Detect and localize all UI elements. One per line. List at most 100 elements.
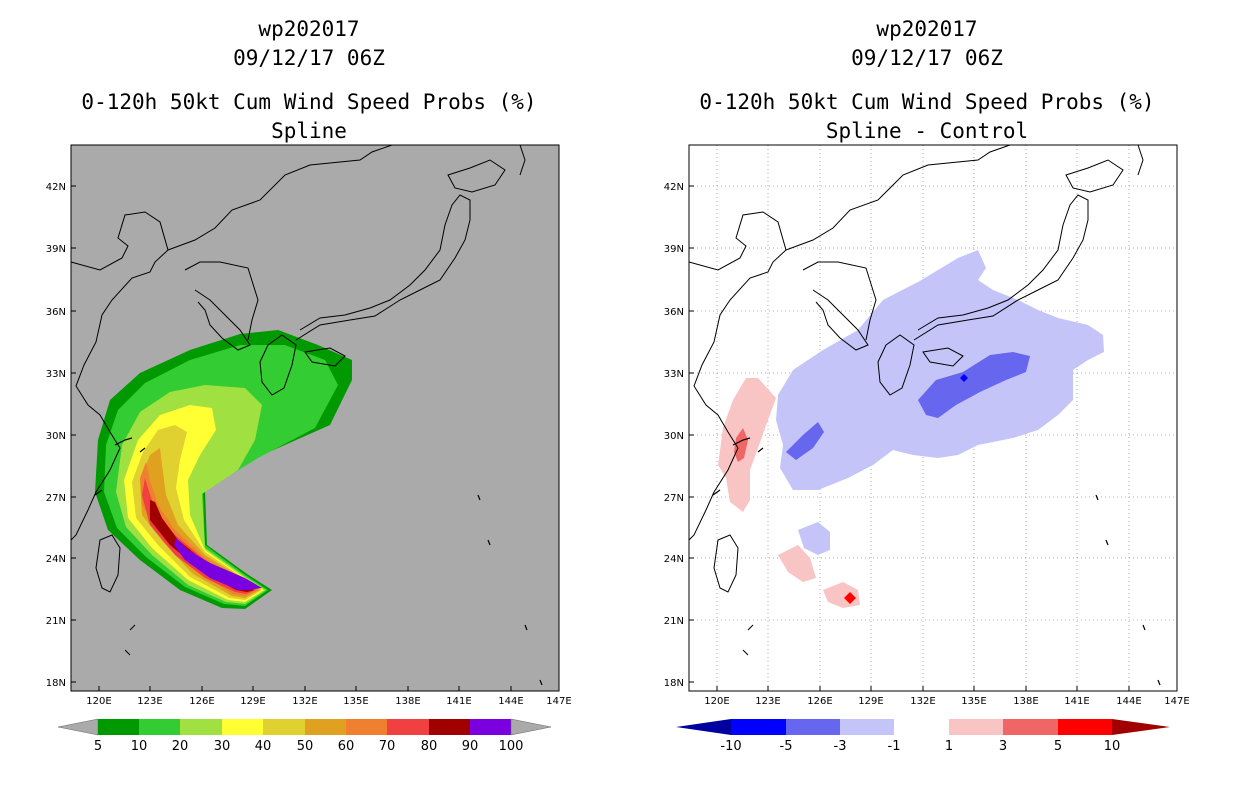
china-coast <box>688 211 787 541</box>
colorbar-swatch <box>1003 719 1058 735</box>
lon-label: 135E <box>961 696 986 707</box>
lat-label: 30N <box>46 431 66 442</box>
lat-label: 21N <box>664 616 684 627</box>
lat-label: 42N <box>46 182 66 193</box>
lat-label: 36N <box>664 307 684 318</box>
lat-label: 27N <box>46 493 66 504</box>
product-title: 0-120h 50kt Cum Wind Speed Probs (%) <box>81 90 537 114</box>
lon-labels: 120E 123E 126E 129E 132E 135E 138E 141E … <box>86 696 571 707</box>
colorbar-swatch <box>429 719 470 735</box>
lat-label: 33N <box>664 369 684 380</box>
colorbar-swatch <box>387 719 429 735</box>
sakhalin <box>1137 144 1144 176</box>
swath-90 <box>174 538 262 590</box>
colorbar-label: 20 <box>172 739 189 754</box>
colorbar-label: -10 <box>720 739 741 754</box>
left-map-svg: 42N 39N 36N 33N 30N 27N 24N 21N 18N 120E… <box>46 144 572 754</box>
colorbar-swatch <box>894 719 949 735</box>
lat-label: 24N <box>664 554 684 565</box>
colorbar-swatch <box>840 719 894 735</box>
diff-neg-5-to-10 <box>960 374 968 382</box>
diff-neg-3-to-5-west <box>786 422 824 460</box>
difference-field <box>718 250 1104 608</box>
lon-label: 138E <box>395 696 420 707</box>
colorbar-label: 80 <box>421 739 438 754</box>
coastlines <box>688 144 1161 686</box>
storm-id: wp202017 <box>258 17 360 41</box>
variant-title: Spline <box>271 119 347 143</box>
diff-neg-3-to-5 <box>918 352 1030 418</box>
storm-id: wp202017 <box>876 17 978 41</box>
diff-neg-1-to-3 <box>776 250 1104 490</box>
lon-label: 129E <box>858 696 883 707</box>
luzon-north <box>742 624 754 656</box>
colorbar-label: -5 <box>780 739 793 754</box>
colorbar-under-arrow <box>57 718 99 736</box>
colorbar <box>676 719 1170 735</box>
colorbar-label: 40 <box>255 739 272 754</box>
colorbar-label: 10 <box>131 739 148 754</box>
lat-label: 36N <box>46 307 66 318</box>
japan-shikoku <box>922 347 964 367</box>
lon-label: 138E <box>1013 696 1038 707</box>
lat-label: 33N <box>46 369 66 380</box>
colorbar-label: 70 <box>379 739 396 754</box>
lon-label: 135E <box>343 696 368 707</box>
lat-label: 39N <box>664 244 684 255</box>
japan-hokkaido <box>447 159 506 193</box>
bonin-islands <box>477 494 543 686</box>
korea-coast <box>194 289 251 351</box>
korea-coast <box>812 289 869 351</box>
diff-pos-1-to-3-south-a <box>778 545 816 582</box>
japan-kyushu <box>877 334 915 396</box>
diff-pos-5-to-10 <box>844 592 856 604</box>
colorbar-label: 90 <box>462 739 479 754</box>
japan-hokkaido <box>1065 159 1124 193</box>
lon-label: 147E <box>1164 696 1189 707</box>
left-panel: wp202017 09/12/17 06Z 0-120h 50kt Cum Wi… <box>46 17 572 754</box>
colorbar-label: 5 <box>1054 739 1062 754</box>
diff-neg-1-to-3-south <box>798 522 830 555</box>
colorbar-over-arrow <box>510 718 552 736</box>
japan-honshu <box>913 194 1089 341</box>
japan-kyushu <box>259 334 297 396</box>
lat-label: 24N <box>46 554 66 565</box>
lon-label: 120E <box>704 696 729 707</box>
colorbar-label: 50 <box>297 739 314 754</box>
lat-label: 21N <box>46 616 66 627</box>
colorbar-swatch <box>949 719 1003 735</box>
korea-north <box>802 261 877 341</box>
init-time: 09/12/17 06Z <box>851 46 1003 70</box>
china-coast <box>70 211 169 541</box>
lat-labels: 42N 39N 36N 33N 30N 27N 24N 21N 18N <box>664 182 684 689</box>
colorbar-label: 5 <box>94 739 102 754</box>
ryukyu-islands <box>94 437 146 496</box>
lon-label: 123E <box>137 696 162 707</box>
ryukyu-islands <box>712 437 764 496</box>
japan-honshu <box>295 194 471 341</box>
lon-label: 126E <box>189 696 214 707</box>
taiwan <box>95 534 121 593</box>
lat-label: 18N <box>46 678 66 689</box>
colorbar-swatch <box>1058 719 1112 735</box>
variant-title: Spline - Control <box>825 119 1029 143</box>
colorbar-label: 1 <box>945 739 953 754</box>
lat-label: 27N <box>664 493 684 504</box>
colorbar-over-arrow <box>1112 719 1170 735</box>
right-panel: wp202017 09/12/17 06Z 0-120h 50kt Cum Wi… <box>618 0 1236 800</box>
colorbar-swatch <box>263 719 305 735</box>
lon-label: 144E <box>498 696 523 707</box>
lon-label: 129E <box>240 696 265 707</box>
taiwan <box>713 534 739 593</box>
axis-ticks <box>689 185 1130 691</box>
lon-label: 132E <box>910 696 935 707</box>
lon-label: 120E <box>86 696 111 707</box>
bonin-islands <box>1095 494 1161 686</box>
colorbar-swatch <box>731 719 786 735</box>
lon-label: 144E <box>1116 696 1141 707</box>
colorbar <box>57 718 552 736</box>
colorbar-swatch <box>786 719 840 735</box>
map-frame <box>688 144 1178 692</box>
lon-label: 147E <box>546 696 571 707</box>
colorbar-label: 30 <box>214 739 231 754</box>
